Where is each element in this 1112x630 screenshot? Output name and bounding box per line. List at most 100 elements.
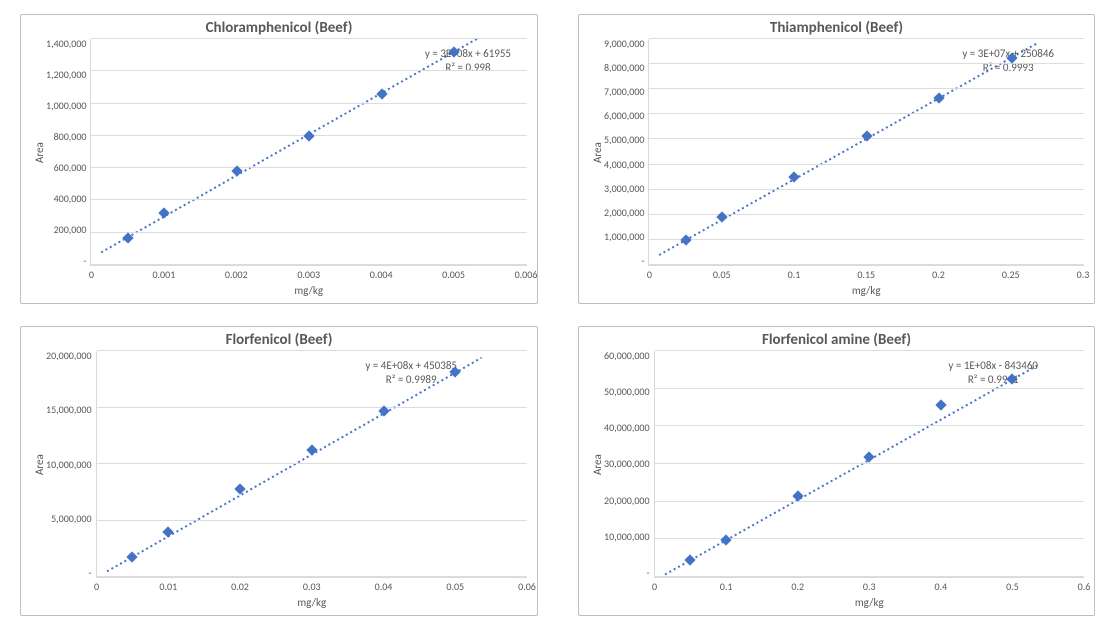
x-tick-label: 0.02	[231, 580, 249, 593]
y-tick-label: -	[641, 256, 644, 266]
chart-title: Florfenicol amine (Beef)	[589, 331, 1084, 349]
x-tick-label: 0.6	[1078, 580, 1091, 593]
y-tick-label: 7,000,000	[604, 87, 644, 97]
gridline	[97, 463, 527, 464]
y-tick-label: 9,000,000	[604, 39, 644, 49]
data-marker	[306, 445, 317, 456]
x-tick-label: 0.25	[1002, 268, 1020, 281]
gridline	[91, 38, 527, 39]
gridline	[91, 103, 527, 104]
y-tick-label: 800,000	[54, 132, 87, 142]
x-axis-label: mg/kg	[655, 596, 1084, 609]
chart-title: Florfenicol (Beef)	[31, 331, 527, 349]
gridline	[97, 350, 527, 351]
data-marker	[234, 483, 245, 494]
gridline	[655, 501, 1084, 502]
x-tick-label: 0.06	[518, 580, 536, 593]
y-ticks: 20,000,00015,000,00010,000,0005,000,000-	[46, 351, 96, 578]
y-tick-label: 20,000,000	[604, 496, 650, 506]
y-tick-label: -	[646, 568, 649, 578]
y-tick-label: 8,000,000	[604, 63, 644, 73]
y-tick-label: 600,000	[54, 163, 87, 173]
x-tick-label: 0	[652, 580, 657, 593]
y-tick-label: 4,000,000	[604, 160, 644, 170]
x-tick-label: 0.005	[442, 268, 465, 281]
gridline	[649, 88, 1084, 89]
panel-florfenicol: Florfenicol (Beef) Area 20,000,00015,000…	[20, 326, 538, 616]
gridline	[655, 538, 1084, 539]
x-tick-label: 0.05	[446, 580, 464, 593]
chart-title: Chloramphenicol (Beef)	[31, 19, 527, 37]
y-tick-label: 20,000,000	[46, 351, 92, 361]
panel-florfenicol-amine: Florfenicol amine (Beef) Area 60,000,000…	[578, 326, 1095, 616]
x-tick-label: 0.1	[720, 580, 733, 593]
data-marker	[376, 88, 387, 99]
plot-area: y = 3E+08x + 61955 R² = 0.998	[90, 39, 527, 266]
y-tick-label: 10,000,000	[46, 460, 92, 470]
gridline	[649, 63, 1084, 64]
gridline	[91, 70, 527, 71]
x-tick-label: 0.5	[1006, 580, 1019, 593]
y-ticks: 60,000,00050,000,00040,000,00030,000,000…	[604, 351, 654, 578]
y-tick-label: 30,000,000	[604, 459, 650, 469]
data-marker	[304, 130, 315, 141]
x-tick-label: 0.1	[788, 268, 801, 281]
y-tick-label: 400,000	[54, 194, 87, 204]
y-axis-label: Area	[589, 39, 604, 266]
chart-title: Thiamphenicol (Beef)	[589, 19, 1084, 37]
r2-text: R² = 0.9941	[948, 373, 1038, 387]
x-tick-label: 0.2	[932, 268, 945, 281]
y-axis-label: Area	[31, 39, 46, 266]
gridline	[649, 239, 1084, 240]
panel-chloramphenicol: Chloramphenicol (Beef) Area 1,400,0001,2…	[20, 14, 538, 304]
y-ticks: 9,000,0008,000,0007,000,0006,000,0005,00…	[604, 39, 648, 266]
data-marker	[158, 208, 169, 219]
x-axis-label: mg/kg	[97, 596, 527, 609]
x-axis-label: mg/kg	[649, 284, 1083, 297]
x-tick-label: 0.03	[303, 580, 321, 593]
gridline	[97, 407, 527, 408]
gridline	[91, 232, 527, 233]
r2-text: R² = 0.9989	[365, 373, 457, 387]
data-marker	[864, 452, 875, 463]
gridline	[649, 264, 1084, 265]
y-tick-label: 1,000,000	[46, 101, 86, 111]
equation-box: y = 1E+08x - 843460 R² = 0.9941	[948, 359, 1038, 387]
x-tick-label: 0.05	[713, 268, 731, 281]
y-tick-label: 5,000,000	[604, 135, 644, 145]
x-tick-label: 0.004	[370, 268, 393, 281]
data-marker	[680, 235, 691, 246]
x-tick-label: 0.2	[791, 580, 804, 593]
x-tick-label: 0.4	[935, 580, 948, 593]
gridline	[91, 167, 527, 168]
y-tick-label: 3,000,000	[604, 184, 644, 194]
data-marker	[720, 534, 731, 545]
y-tick-label: 60,000,000	[604, 351, 650, 361]
trendline	[97, 351, 527, 577]
x-ticks: 00.010.020.030.040.050.06	[97, 580, 527, 594]
gridline	[649, 214, 1084, 215]
y-tick-label: 50,000,000	[604, 387, 650, 397]
r2-text: R² = 0.998	[425, 61, 511, 75]
x-tick-label: 0.003	[297, 268, 320, 281]
data-marker	[163, 526, 174, 537]
gridline	[97, 576, 527, 577]
data-marker	[861, 130, 872, 141]
y-tick-label: 1,200,000	[46, 70, 86, 80]
gridline	[91, 199, 527, 200]
chart-grid: Chloramphenicol (Beef) Area 1,400,0001,2…	[0, 0, 1112, 630]
x-tick-label: 0.002	[225, 268, 248, 281]
panel-thiamphenicol: Thiamphenicol (Beef) Area 9,000,000 8,000…	[578, 14, 1095, 304]
y-tick-label: -	[83, 256, 86, 266]
data-marker	[935, 399, 946, 410]
equation-text: y = 4E+08x + 450385	[365, 359, 457, 373]
y-axis-label: Area	[589, 351, 604, 578]
gridline	[649, 189, 1084, 190]
equation-box: y = 4E+08x + 450385 R² = 0.9989	[365, 359, 457, 387]
x-tick-label: 0.3	[863, 580, 876, 593]
x-tick-label: 0.15	[857, 268, 875, 281]
x-tick-label: 0	[89, 268, 94, 281]
gridline	[649, 38, 1084, 39]
x-tick-label: 0.006	[515, 268, 538, 281]
gridline	[655, 350, 1084, 351]
